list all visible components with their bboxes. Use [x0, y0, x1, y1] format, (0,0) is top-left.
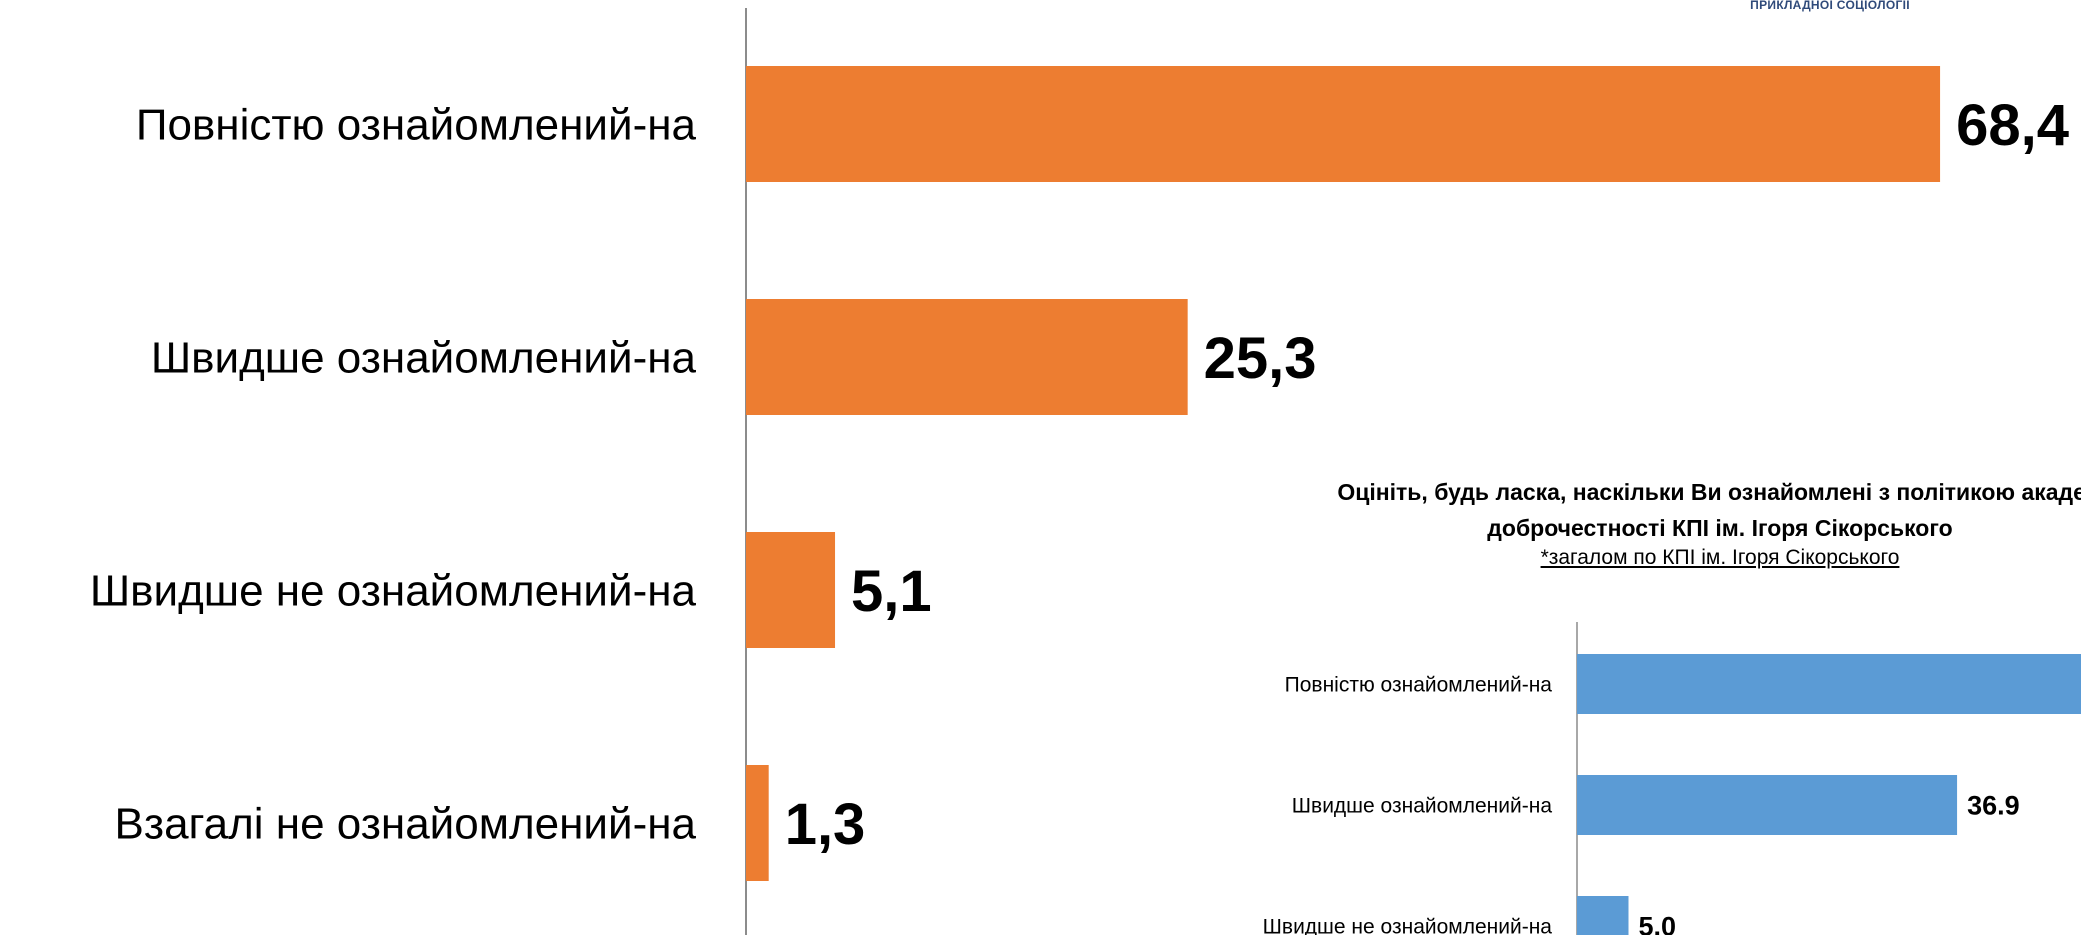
inset-chart-title-line1: Оцініть, будь ласка, наскільки Ви ознайо… — [1337, 479, 2081, 505]
main-bar — [746, 299, 1188, 415]
main-category-label: Швидше ознайомлений-на — [151, 333, 697, 382]
inset-value-label: 36.9 — [1967, 791, 2020, 821]
inset-chart-subtitle: *загалом по КПІ ім. Ігоря Сікорського — [1540, 546, 1900, 569]
inset-bar-chart: Повністю ознайомлений-на Швидше ознайомле… — [1263, 622, 2081, 935]
main-category-label: Повністю ознайомлений-на — [136, 100, 697, 149]
logo-text: ПРИКЛАДНОЇ СОЦІОЛОГІЇ — [1750, 0, 1910, 12]
main-value-label: 68,4 — [1956, 93, 2069, 158]
main-category-label: Швидше не ознайомлений-на — [90, 566, 697, 615]
main-value-label: 1,3 — [785, 792, 866, 857]
inset-bar — [1577, 775, 1958, 835]
main-bar-chart: Повністю ознайомлений-на 68,4 Швидше ознай… — [90, 8, 2069, 935]
main-bar — [746, 532, 836, 648]
main-bar — [746, 66, 1941, 182]
inset-chart-title: Оцініть, будь ласка, наскільки Ви ознайо… — [1200, 474, 2081, 546]
main-category-label: Взагалі не ознайомлений-на — [115, 799, 697, 848]
main-value-label: 25,3 — [1204, 326, 1317, 391]
main-bar — [746, 765, 769, 881]
inset-category-label: Швидше не ознайомлений-на — [1263, 915, 1553, 935]
inset-bar — [1577, 896, 1629, 935]
inset-bar — [1577, 654, 2081, 714]
main-value-label: 5,1 — [851, 559, 932, 624]
inset-chart-title-line2: доброчестності КПІ ім. Ігоря Сікорського — [1487, 515, 1953, 541]
inset-category-label: Повністю ознайомлений-на — [1285, 673, 1553, 696]
inset-value-label: 5.0 — [1639, 912, 1677, 935]
inset-category-label: Швидше ознайомлений-на — [1292, 794, 1553, 817]
